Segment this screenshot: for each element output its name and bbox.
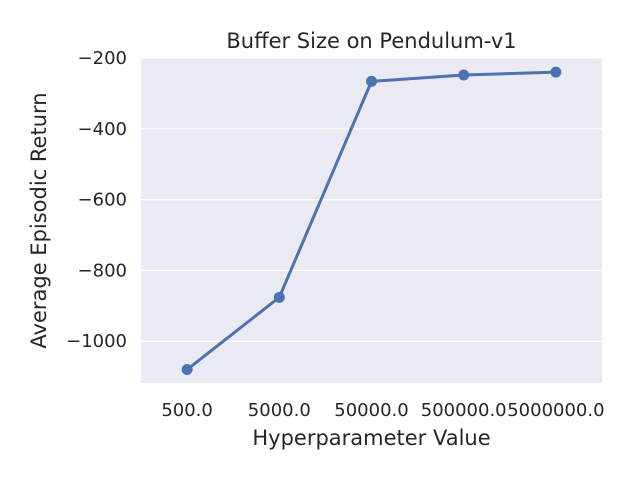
data-point — [366, 75, 377, 87]
y-tick-label: −600 — [78, 190, 127, 211]
plot-area — [141, 58, 602, 383]
y-tick-label: −400 — [78, 119, 127, 140]
x-tick-label: 50000.0 — [334, 400, 408, 421]
grid-lines — [141, 57, 602, 342]
data-point — [273, 291, 285, 303]
x-tick-label: 500000.0 — [421, 400, 507, 421]
x-axis-ticks: 500.0 5000.0 50000.0 500000.0 5000000.0 — [161, 400, 604, 421]
x-tick-label: 5000000.0 — [507, 400, 604, 421]
x-tick-label: 5000.0 — [248, 400, 311, 421]
y-tick-label: −1000 — [66, 331, 127, 352]
data-point — [181, 364, 193, 376]
y-axis-ticks: −200 −400 −600 −800 −1000 — [66, 48, 127, 352]
y-tick-label: −800 — [78, 260, 127, 281]
chart-title: Buffer Size on Pendulum-v1 — [226, 29, 516, 53]
y-axis-label: Average Episodic Return — [27, 92, 51, 348]
y-tick-label: −200 — [78, 48, 127, 69]
data-point — [550, 66, 562, 78]
data-point — [458, 69, 470, 81]
x-tick-label: 500.0 — [161, 400, 213, 421]
x-axis-label: Hyperparameter Value — [252, 426, 490, 450]
series-layer — [181, 66, 562, 376]
